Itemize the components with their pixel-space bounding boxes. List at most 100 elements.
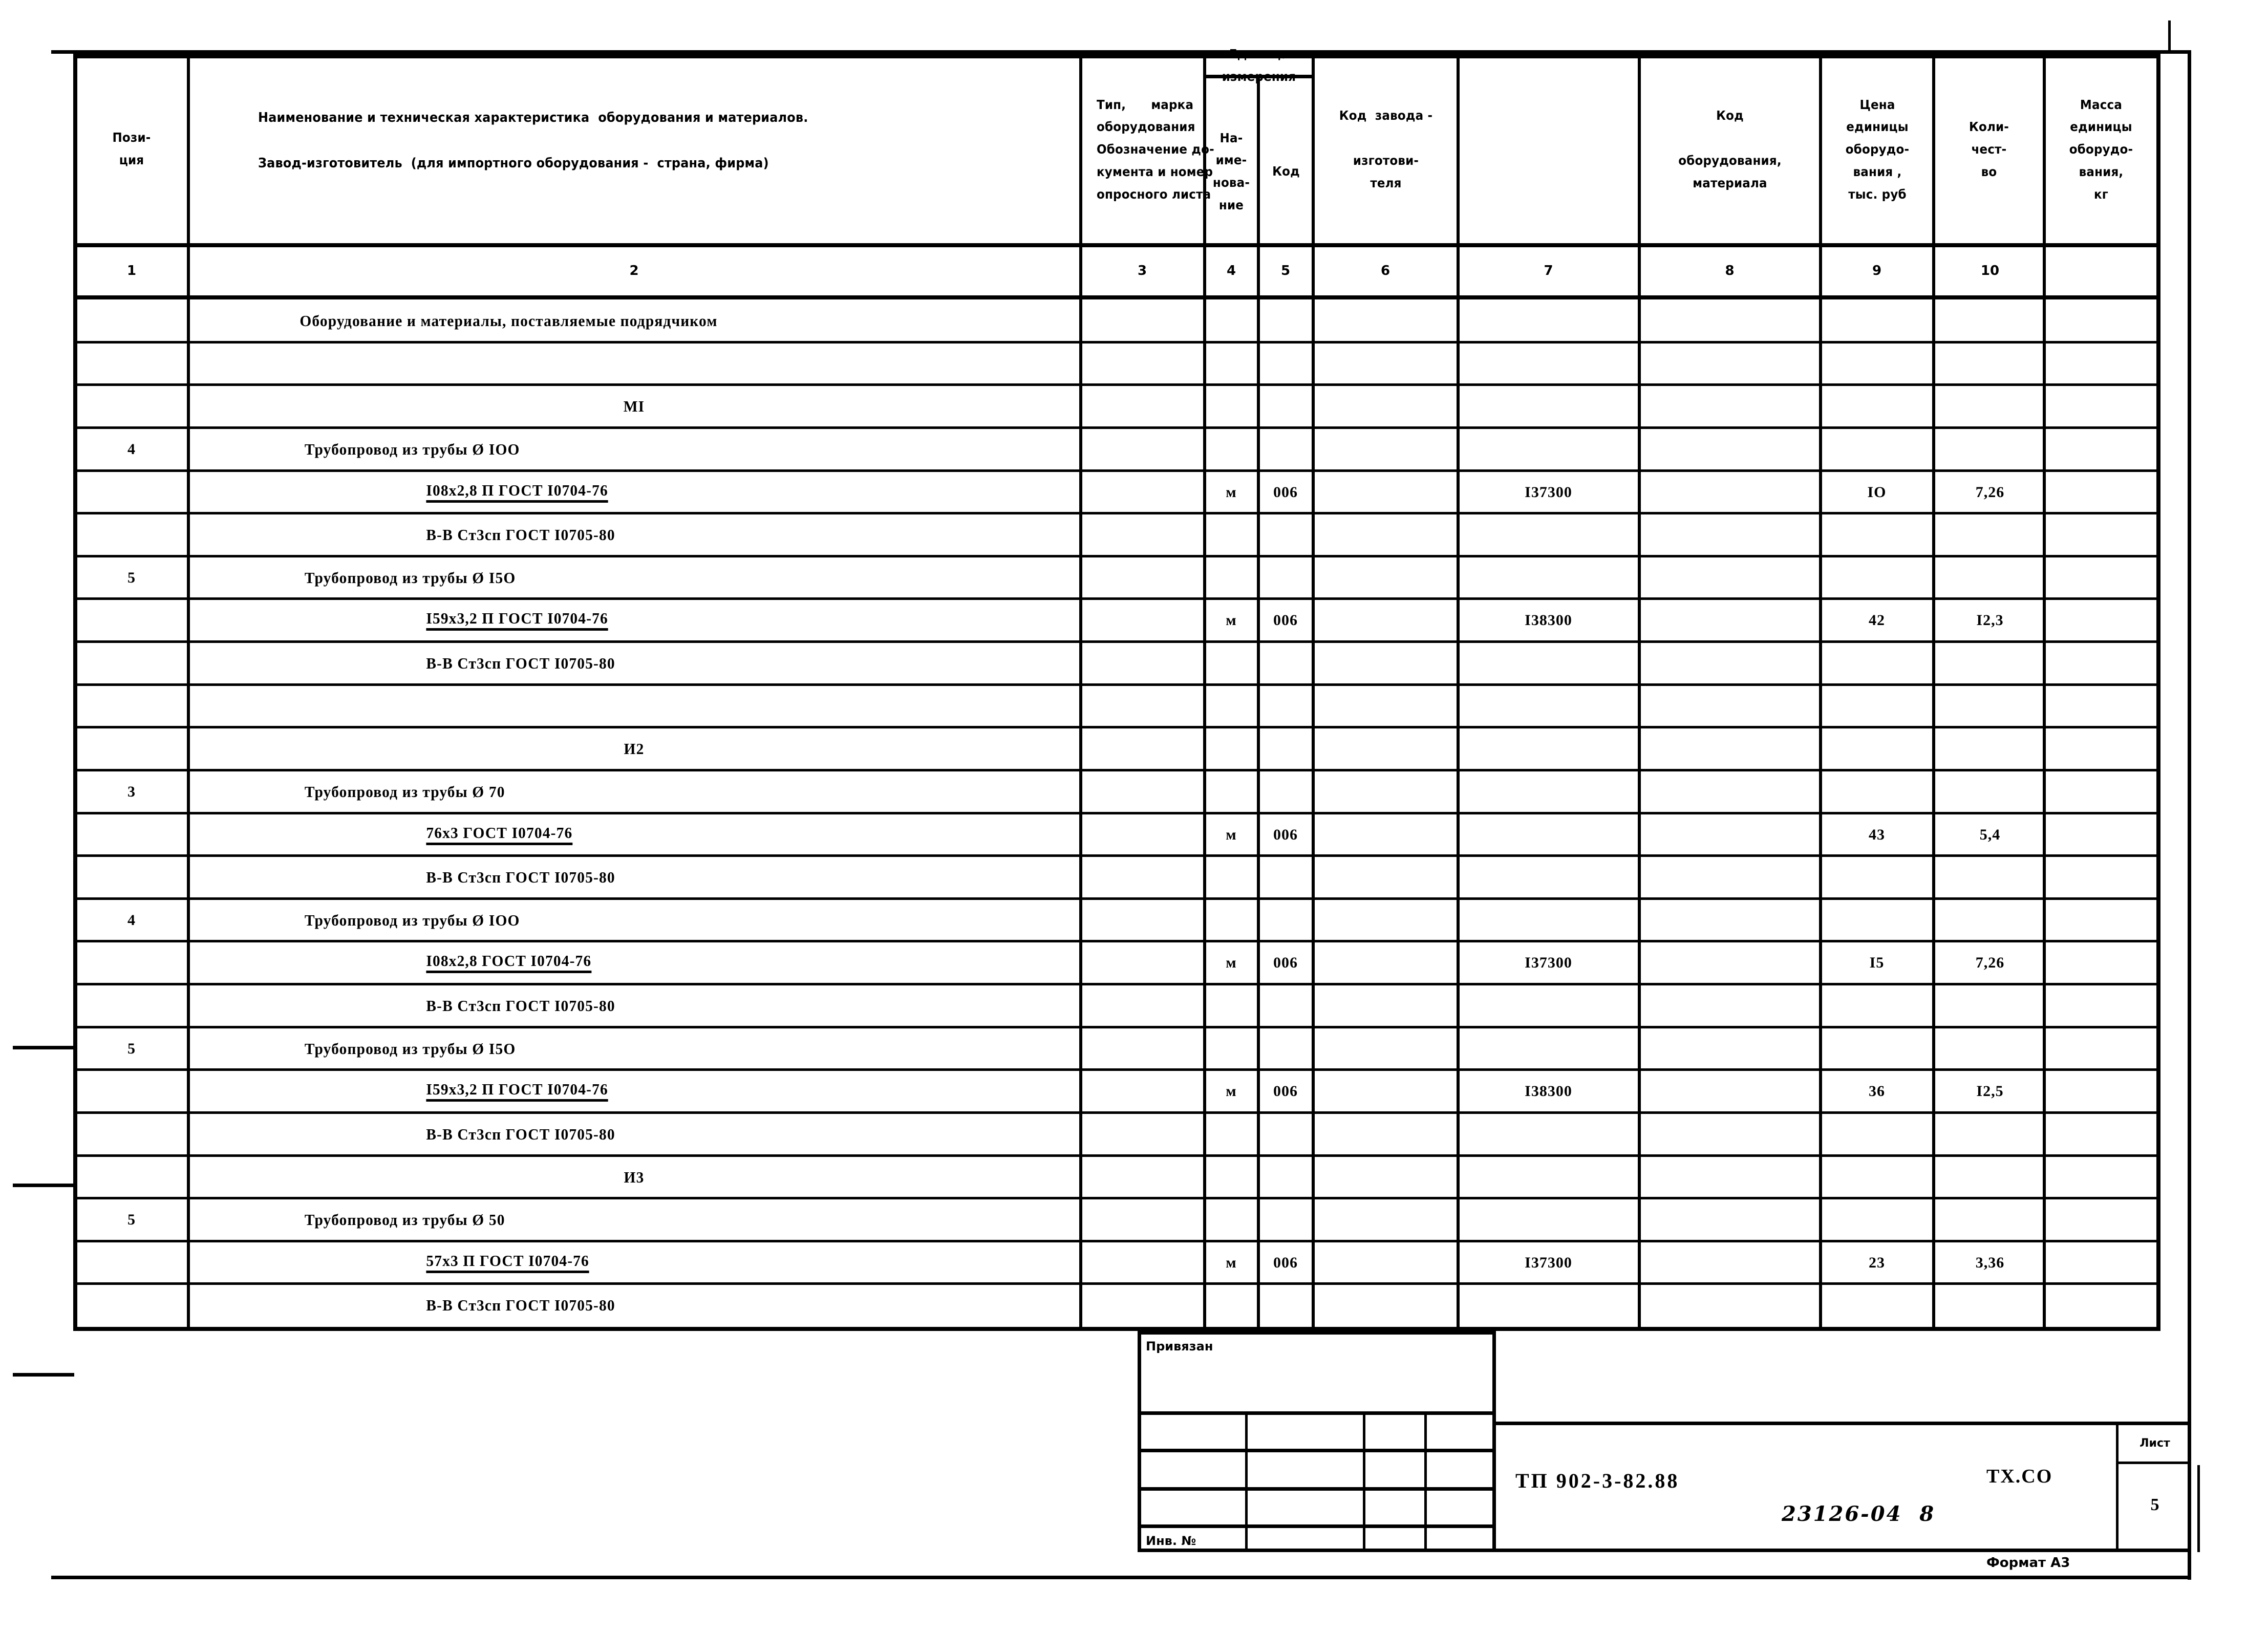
- col-rule-5: [1312, 54, 1315, 1331]
- cell-unit: м: [1226, 954, 1237, 972]
- cell-qty: 36: [1869, 1083, 1885, 1100]
- cell-ucode: 006: [1273, 1083, 1298, 1100]
- row-rule: [73, 683, 2160, 686]
- group-label: И2: [624, 739, 645, 758]
- tb-left-left-edge: [1138, 1331, 1141, 1552]
- cell-mass: I2,5: [1976, 1083, 2004, 1100]
- item-name: Трубопровод из трубы Ø IOO: [304, 911, 520, 929]
- tb-mark: ТХ.СО: [1986, 1466, 2053, 1488]
- colnum-5: 5: [1280, 263, 1291, 279]
- fold-tick-bottom-icon: [13, 1373, 74, 1377]
- header-equipment-code: Код оборудования, материала: [1678, 108, 1782, 190]
- row-rule: [73, 1282, 2160, 1285]
- cell-unit: м: [1226, 826, 1237, 844]
- col-rule-10: [2043, 54, 2046, 1331]
- header-quantity: Коли- чест- во: [1969, 119, 2009, 179]
- item-name: Трубопровод из трубы Ø I5O: [304, 568, 516, 587]
- tb-sheet-divider: [2116, 1422, 2119, 1552]
- cell-unit: м: [1226, 1254, 1237, 1272]
- tb-binding-label: Привязан: [1146, 1339, 1213, 1354]
- row-rule: [73, 640, 2160, 643]
- row-rule: [73, 897, 2160, 900]
- colnum-4: 4: [1226, 263, 1236, 279]
- item-spec: В-В Ст3сп ГОСТ I0705-80: [426, 654, 615, 672]
- row-rule: [73, 1111, 2160, 1114]
- table-right-edge: [2156, 54, 2160, 1331]
- header-bottom-rule: [73, 243, 2160, 247]
- tb-sheet-format: Формат А3: [1986, 1555, 2070, 1571]
- row-rule: [73, 555, 2160, 557]
- tb-left-vrule-1: [1245, 1411, 1248, 1552]
- colnum-6: 6: [1380, 263, 1390, 279]
- cell-ecode: I37300: [1525, 484, 1572, 501]
- cell-ecode: I37300: [1525, 1254, 1572, 1272]
- tb-left-right-edge: [1492, 1331, 1496, 1552]
- row-rule: [73, 383, 2160, 386]
- table-top-edge: [73, 54, 2160, 58]
- frame-bottom-edge: [51, 1576, 2191, 1579]
- cell-ucode: 006: [1273, 484, 1298, 501]
- col-rule-8: [1819, 54, 1822, 1331]
- col-rule-1: [187, 54, 190, 1331]
- row-rule: [73, 341, 2160, 343]
- header-position: Пози- ция: [112, 130, 151, 167]
- tb-left-bottom-edge: [1138, 1549, 1496, 1552]
- colnum-bottom-rule: [73, 295, 2160, 299]
- item-spec: В-В Ст3сп ГОСТ I0705-80: [426, 1296, 615, 1314]
- cell-ecode: I38300: [1525, 1083, 1572, 1100]
- item-spec: В-В Ст3сп ГОСТ I0705-80: [426, 996, 615, 1015]
- header-unit-group: Единица измерения: [1222, 47, 1296, 84]
- frame-right-edge: [2188, 50, 2191, 1580]
- item-name: Трубопровод из трубы Ø IOO: [304, 440, 520, 458]
- cell-mass: 7,26: [1975, 484, 2005, 501]
- header-unit-name: На- име- нова- ние: [1212, 130, 1250, 212]
- item-spec: I08x2,8 П ГОСТ I0704-76: [212, 471, 1056, 514]
- item-spec: 57x3 П ГОСТ I0704-76: [212, 1241, 1056, 1284]
- header-unit-code: Код: [1272, 163, 1300, 179]
- row-rule: [73, 940, 2160, 942]
- col-rule-6: [1457, 54, 1460, 1331]
- row-rule: [73, 812, 2160, 814]
- cell-qty: 42: [1869, 612, 1885, 629]
- colnum-3: 3: [1137, 263, 1147, 279]
- item-name: Трубопровод из трубы Ø 50: [304, 1210, 505, 1229]
- fold-tick-lower-icon: [13, 1184, 74, 1187]
- cell-pos: 5: [127, 569, 136, 587]
- cell-qty: 23: [1869, 1254, 1885, 1272]
- cell-qty: I5: [1869, 954, 1885, 972]
- margin-tick-icon: [2197, 1465, 2200, 1552]
- cell-unit: м: [1226, 612, 1237, 629]
- tb-main-bottom-edge: [1492, 1549, 2191, 1552]
- item-spec: I59x3,2 П ГОСТ I0704-76: [212, 1070, 1056, 1113]
- col-rule-4: [1257, 75, 1260, 1331]
- frame-top-edge: [51, 50, 2191, 54]
- cell-pos: 5: [127, 1211, 136, 1229]
- cell-ucode: 006: [1273, 954, 1298, 972]
- row-rule: [73, 597, 2160, 600]
- cell-pos: 4: [127, 912, 136, 929]
- tb-drawing-code: ТП 902-3-82.88: [1515, 1469, 1680, 1492]
- cell-ucode: 006: [1273, 612, 1298, 629]
- cell-ecode: I38300: [1525, 612, 1572, 629]
- row-rule: [73, 854, 2160, 857]
- cell-qty: IO: [1867, 484, 1887, 501]
- section-title: Оборудование и материалы, поставляемые п…: [299, 311, 718, 330]
- item-name: Трубопровод из трубы Ø 70: [304, 782, 505, 801]
- tb-left-rule-2: [1138, 1449, 1496, 1452]
- row-rule: [73, 1240, 2160, 1242]
- tb-handwritten-ref: 23126-04 8: [1782, 1502, 1936, 1526]
- col-rule-3: [1203, 54, 1206, 1331]
- tb-sheet-number: 5: [2150, 1495, 2159, 1515]
- cell-mass: 5,4: [1979, 826, 2001, 844]
- cell-pos: 3: [127, 783, 136, 801]
- tb-inventory-label: Инв. №: [1146, 1534, 1196, 1549]
- cell-pos: 4: [127, 441, 136, 458]
- tb-sheet-rule: [2116, 1462, 2191, 1464]
- row-rule: [73, 469, 2160, 472]
- tb-left-rule-3: [1138, 1487, 1496, 1491]
- item-spec: I08x2,8 ГОСТ I0704-76: [212, 941, 1056, 984]
- item-spec: В-В Ст3сп ГОСТ I0705-80: [426, 1125, 615, 1143]
- fold-tick-upper-icon: [13, 1046, 74, 1049]
- item-spec: 76x3 ГОСТ I0704-76: [212, 813, 1056, 856]
